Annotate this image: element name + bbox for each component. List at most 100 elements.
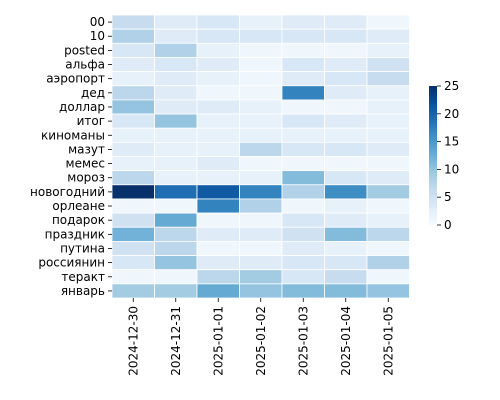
colorbar-tick-label: 25 (444, 79, 459, 93)
heatmap-cell (111, 226, 155, 242)
heatmap-cell (111, 113, 155, 129)
heatmap-cell (366, 269, 410, 285)
heatmap-cell (154, 141, 198, 157)
heatmap-cell (366, 113, 410, 129)
heatmap-cell (154, 184, 198, 200)
x-tick-label: 2024-12-31 (169, 306, 183, 376)
heatmap-cell (154, 198, 198, 214)
heatmap-cell (111, 283, 155, 299)
heatmap-cell (239, 71, 283, 87)
heatmap-cell (324, 283, 368, 299)
y-tick-label: киноманы (41, 128, 105, 142)
heatmap-cell (239, 240, 283, 256)
y-tick-label: мазут (68, 142, 105, 156)
heatmap-cell (196, 85, 240, 101)
heatmap-cell (366, 85, 410, 101)
heatmap-cell (111, 28, 155, 44)
heatmap-cell (324, 212, 368, 228)
heatmap-cell (196, 170, 240, 186)
heatmap-cell (239, 28, 283, 44)
heatmap-cell (324, 99, 368, 115)
heatmap-cell (324, 269, 368, 285)
heatmap-cell (196, 57, 240, 73)
heatmap-cell (154, 240, 198, 256)
heatmap-cell (366, 226, 410, 242)
heatmap-cell (196, 255, 240, 271)
heatmap-cell (111, 85, 155, 101)
heatmap-cell (281, 141, 325, 157)
y-tick-label: теракт (61, 270, 105, 284)
heatmap-cell (324, 156, 368, 172)
heatmap-cell (196, 28, 240, 44)
heatmap-cell (366, 198, 410, 214)
heatmap-cell (324, 42, 368, 58)
y-tick-label: путина (60, 241, 105, 255)
heatmap-cell (111, 57, 155, 73)
heatmap-cell (239, 212, 283, 228)
colorbar-gradient (429, 86, 437, 225)
heatmap-cell (281, 226, 325, 242)
colorbar-tick-label: 5 (444, 190, 452, 204)
heatmap-cell (281, 184, 325, 200)
heatmap-cell (154, 212, 198, 228)
heatmap-cell (239, 127, 283, 143)
y-tick-label: мемес (66, 157, 105, 171)
heatmap-cell (196, 113, 240, 129)
heatmap-cell (154, 113, 198, 129)
heatmap-cell (281, 255, 325, 271)
heatmap-cell (366, 212, 410, 228)
heatmap-cell (239, 99, 283, 115)
y-tick-label: posted (64, 43, 105, 57)
heatmap-cell (324, 113, 368, 129)
heatmap-cell (196, 99, 240, 115)
x-tick-label: 2025-01-03 (296, 306, 310, 376)
heatmap-cell (281, 71, 325, 87)
y-tick-label: январь (61, 284, 105, 298)
colorbar: 0 5 10 15 20 25 (429, 79, 459, 232)
heatmap-cell (196, 269, 240, 285)
heatmap-cell (366, 14, 410, 30)
colorbar-tick-label: 0 (444, 218, 452, 232)
heatmap-cell (111, 14, 155, 30)
heatmap-cell (239, 113, 283, 129)
x-tick-label: 2025-01-01 (211, 306, 225, 376)
heatmap-cell (239, 170, 283, 186)
heatmap-cell (196, 198, 240, 214)
y-tick-label: праздник (45, 227, 105, 241)
heatmap-cell (324, 85, 368, 101)
heatmap-cell (154, 170, 198, 186)
heatmap-cell (324, 127, 368, 143)
heatmap-cell (324, 184, 368, 200)
heatmap-cell (239, 226, 283, 242)
heatmap-cells (111, 14, 410, 299)
heatmap-cell (111, 269, 155, 285)
y-tick-label: альфа (65, 58, 105, 72)
heatmap-cell (281, 156, 325, 172)
heatmap-cell (324, 71, 368, 87)
heatmap-cell (239, 42, 283, 58)
heatmap-cell (196, 42, 240, 58)
heatmap-cell (196, 226, 240, 242)
heatmap-cell (154, 99, 198, 115)
heatmap-cell (239, 57, 283, 73)
heatmap-cell (154, 156, 198, 172)
y-tick-label: доллар (59, 100, 105, 114)
heatmap-cell (366, 141, 410, 157)
heatmap-cell (111, 212, 155, 228)
heatmap-cell (111, 184, 155, 200)
heatmap-cell (239, 198, 283, 214)
y-tick-label: аэропорт (46, 72, 105, 86)
heatmap-cell (111, 255, 155, 271)
heatmap-cell (281, 127, 325, 143)
heatmap-cell (154, 255, 198, 271)
heatmap-cell (111, 156, 155, 172)
heatmap-cell (366, 42, 410, 58)
heatmap-cell (239, 255, 283, 271)
heatmap-cell (111, 42, 155, 58)
y-tick-label: мороз (67, 171, 105, 185)
heatmap-cell (366, 57, 410, 73)
heatmap-cell (366, 240, 410, 256)
y-tick-labels: 0010postedальфааэропортдеддолларитогкино… (30, 15, 112, 298)
heatmap-cell (196, 14, 240, 30)
